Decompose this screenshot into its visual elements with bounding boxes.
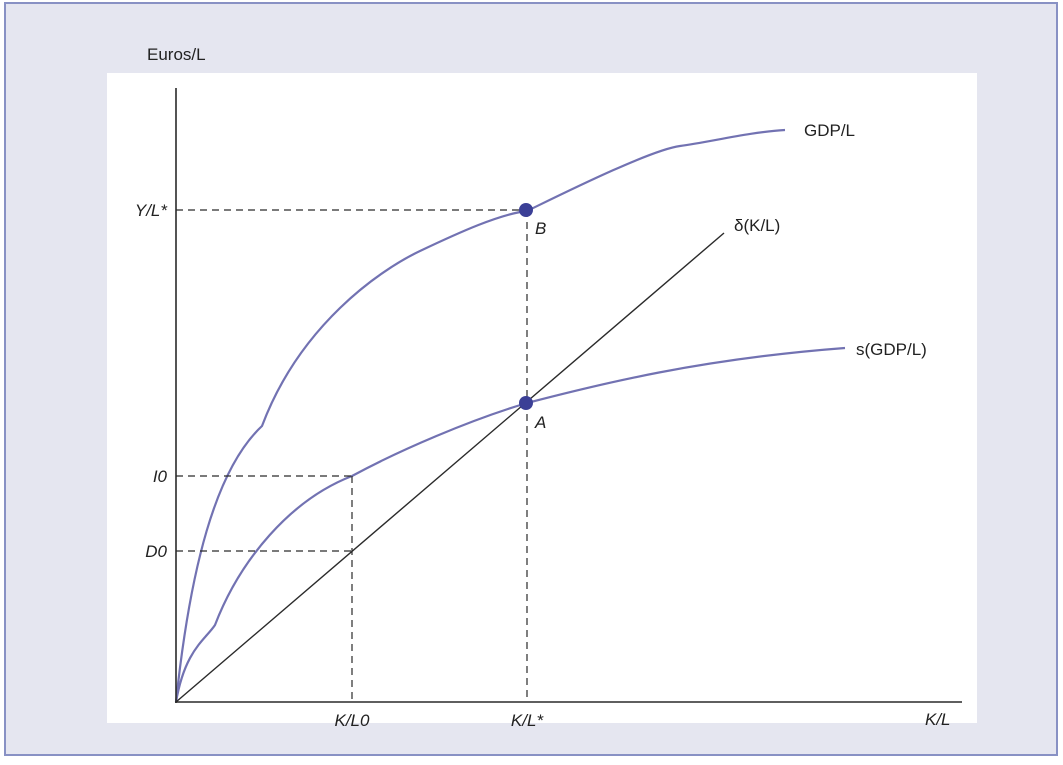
- point-a-marker: [519, 396, 533, 410]
- savings-curve-label: s(GDP/L): [856, 340, 927, 359]
- depreciation-line: [175, 232, 725, 703]
- x-tick-k0: K/L0: [335, 711, 371, 730]
- gdp-curve-label: GDP/L: [804, 121, 855, 140]
- y-tick-y-star: Y/L*: [135, 201, 169, 220]
- x-axis-label: K/L: [925, 710, 951, 729]
- y-tick-i0: I0: [153, 467, 168, 486]
- x-tick-k-star: K/L*: [511, 711, 545, 730]
- depreciation-line-label: δ(K/L): [734, 216, 780, 235]
- gdp-curve: [174, 128, 786, 703]
- point-a-label: A: [534, 413, 546, 432]
- point-b-label: B: [535, 219, 546, 238]
- axes: [175, 88, 962, 703]
- y-axis-label: Euros/L: [147, 45, 206, 64]
- savings-curve: [174, 346, 846, 703]
- guide-lines: [176, 209, 528, 702]
- y-tick-d0: D0: [145, 542, 167, 561]
- point-b-marker: [519, 203, 533, 217]
